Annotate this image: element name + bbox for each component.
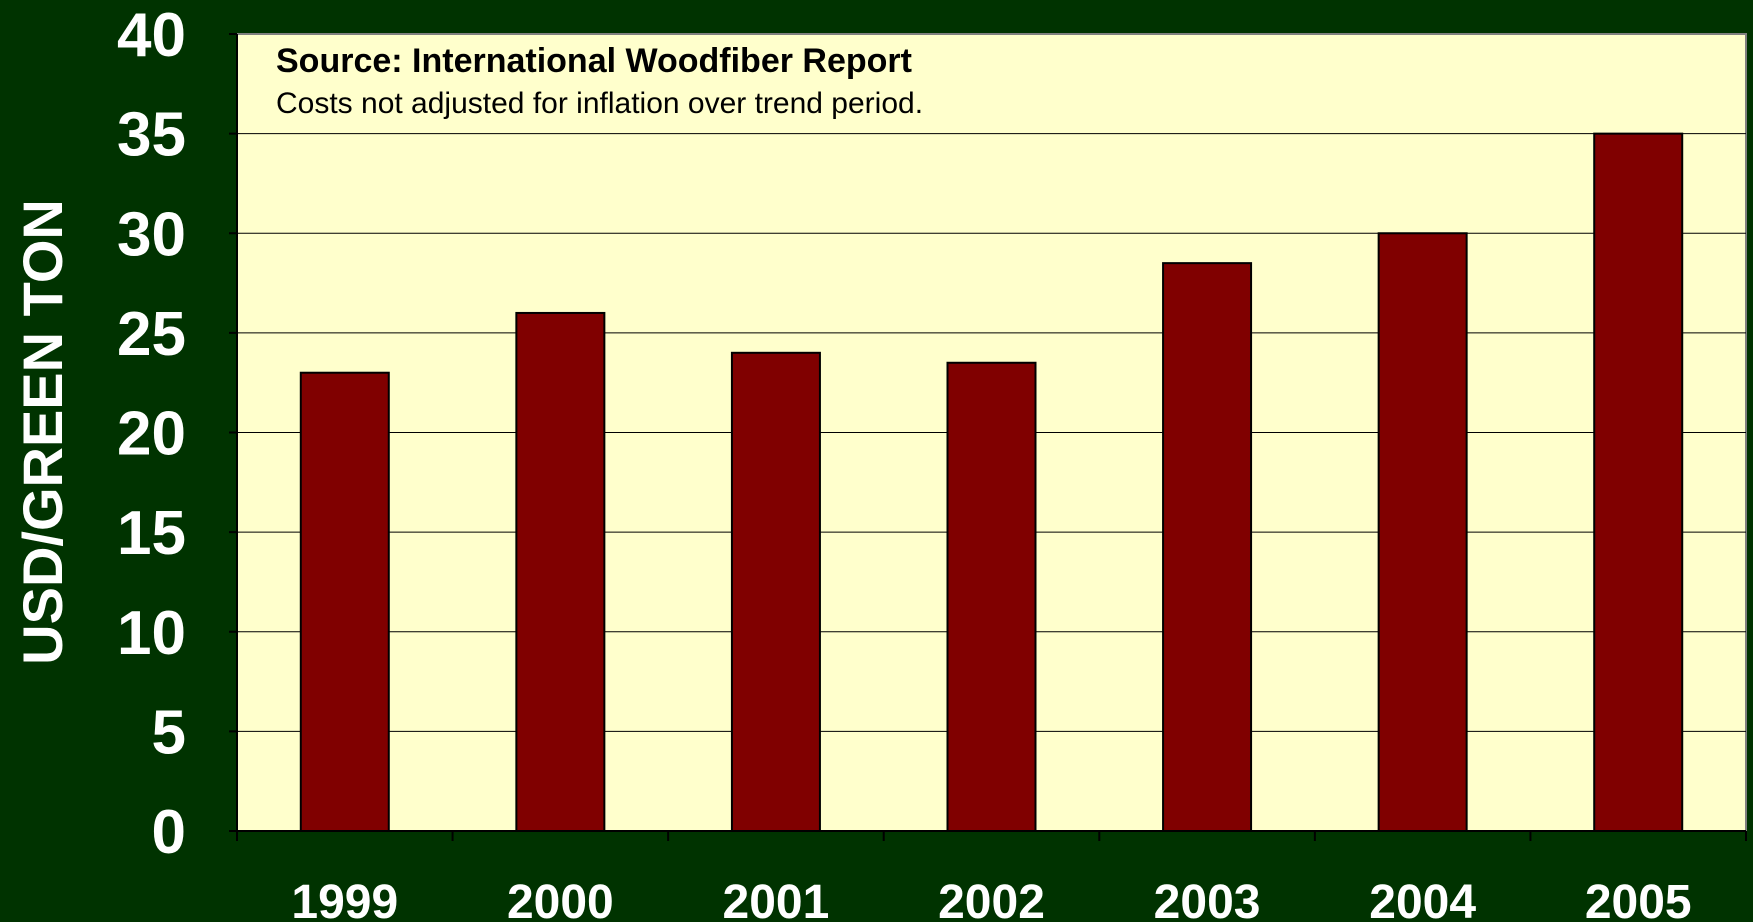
bar-2002	[946, 361, 1037, 832]
x-tick-labels: 1999 2000 2001 2002 2003 2004 2005	[291, 876, 1691, 922]
y-tick-labels: 0 5 10 15 20 25 30 35 40	[117, 1, 186, 867]
x-tick-label: 1999	[291, 876, 398, 922]
y-tick-label: 25	[117, 300, 186, 369]
annotation-subtitle: Costs not adjusted for inflation over tr…	[276, 87, 923, 120]
bar-2003	[1162, 262, 1253, 832]
y-tick-label: 35	[117, 101, 186, 170]
y-tick-label: 20	[117, 400, 186, 469]
y-tick-label: 0	[152, 798, 186, 867]
annotation-title: Source: International Woodfiber Report	[276, 42, 912, 80]
x-tick-label: 2004	[1369, 876, 1476, 922]
axes	[229, 33, 1747, 841]
y-tick-label: 10	[117, 599, 186, 668]
x-tick-label: 2005	[1585, 876, 1692, 922]
gridlines	[237, 133, 1746, 732]
x-tick-label: 2000	[507, 876, 614, 922]
y-tick-label: 15	[117, 499, 186, 568]
y-tick-label: 40	[117, 1, 186, 70]
y-tick-label: 5	[152, 698, 186, 767]
bar-2005	[1593, 132, 1684, 832]
x-tick-label: 2002	[938, 876, 1045, 922]
bar-1999	[299, 371, 390, 832]
x-tick-label: 2001	[723, 876, 830, 922]
y-axis-label: USD/GREEN TON	[11, 199, 74, 665]
bars	[299, 132, 1684, 832]
x-tick-label: 2003	[1154, 876, 1261, 922]
bar-2000	[515, 311, 606, 832]
y-tick-label: 30	[117, 200, 186, 269]
bar-2004	[1377, 232, 1468, 832]
bar-2001	[730, 351, 821, 832]
